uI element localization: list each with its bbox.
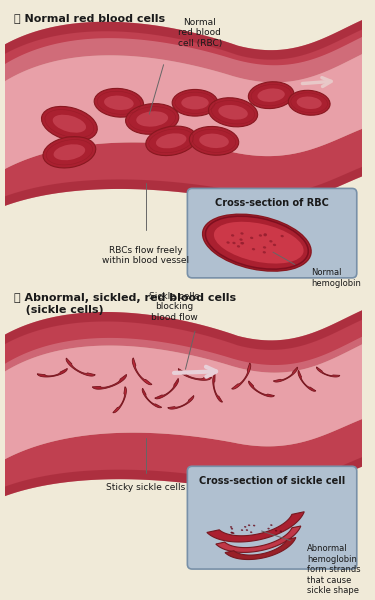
Polygon shape	[0, 305, 375, 385]
Ellipse shape	[288, 91, 330, 115]
Ellipse shape	[248, 524, 250, 526]
Ellipse shape	[244, 526, 246, 528]
Ellipse shape	[181, 96, 209, 109]
FancyBboxPatch shape	[188, 188, 357, 278]
Ellipse shape	[104, 95, 134, 110]
Polygon shape	[132, 358, 152, 385]
Ellipse shape	[264, 233, 267, 236]
Polygon shape	[0, 14, 375, 95]
Text: RBCs flow freely
within blood vessel: RBCs flow freely within blood vessel	[102, 245, 189, 265]
Ellipse shape	[172, 89, 218, 116]
Ellipse shape	[241, 242, 244, 244]
Polygon shape	[178, 368, 212, 380]
Ellipse shape	[240, 242, 244, 244]
Ellipse shape	[54, 144, 85, 160]
FancyBboxPatch shape	[188, 466, 357, 569]
Polygon shape	[155, 379, 178, 399]
Ellipse shape	[156, 133, 186, 148]
Ellipse shape	[253, 524, 255, 526]
Ellipse shape	[263, 234, 267, 236]
Ellipse shape	[240, 232, 244, 235]
Polygon shape	[168, 395, 194, 409]
Polygon shape	[0, 330, 375, 385]
Ellipse shape	[280, 235, 284, 238]
Ellipse shape	[136, 111, 168, 127]
Ellipse shape	[280, 530, 282, 532]
Ellipse shape	[269, 240, 273, 242]
Polygon shape	[232, 363, 251, 389]
Text: Normal
red blood
cell (RBC): Normal red blood cell (RBC)	[178, 18, 222, 47]
Ellipse shape	[259, 234, 262, 236]
Ellipse shape	[218, 105, 248, 119]
Ellipse shape	[252, 248, 255, 250]
Ellipse shape	[126, 104, 179, 134]
Ellipse shape	[231, 532, 233, 533]
Polygon shape	[298, 370, 316, 391]
Ellipse shape	[270, 524, 273, 526]
Polygon shape	[207, 512, 304, 542]
Ellipse shape	[232, 242, 236, 244]
Polygon shape	[316, 367, 340, 377]
Ellipse shape	[297, 97, 322, 109]
Text: Cross-section of RBC: Cross-section of RBC	[215, 198, 329, 208]
Polygon shape	[213, 374, 222, 402]
Polygon shape	[273, 367, 298, 382]
Ellipse shape	[230, 532, 233, 533]
Ellipse shape	[263, 246, 266, 248]
Ellipse shape	[250, 236, 254, 239]
Polygon shape	[92, 374, 126, 389]
Ellipse shape	[226, 241, 230, 244]
Polygon shape	[37, 368, 67, 377]
Polygon shape	[0, 452, 375, 505]
Text: Sticky sickle cells: Sticky sickle cells	[106, 484, 185, 493]
Polygon shape	[0, 414, 375, 505]
Ellipse shape	[189, 127, 239, 155]
Polygon shape	[0, 14, 375, 67]
Ellipse shape	[94, 88, 144, 117]
Ellipse shape	[262, 251, 266, 254]
Polygon shape	[0, 124, 375, 214]
Ellipse shape	[43, 137, 96, 168]
Text: Normal
hemoglobin: Normal hemoglobin	[311, 268, 361, 288]
Ellipse shape	[214, 222, 304, 263]
Ellipse shape	[230, 526, 232, 528]
Ellipse shape	[146, 126, 196, 155]
Text: Ⓐ Normal red blood cells: Ⓐ Normal red blood cells	[14, 13, 165, 23]
Ellipse shape	[42, 106, 97, 141]
Polygon shape	[113, 387, 126, 413]
Polygon shape	[142, 388, 162, 408]
Polygon shape	[225, 538, 296, 560]
Ellipse shape	[231, 528, 233, 530]
Ellipse shape	[250, 532, 252, 533]
Polygon shape	[249, 381, 274, 397]
Ellipse shape	[248, 82, 294, 109]
Polygon shape	[0, 338, 375, 471]
Ellipse shape	[258, 88, 285, 102]
Ellipse shape	[231, 234, 234, 236]
Text: Cross-section of sickle cell: Cross-section of sickle cell	[199, 476, 345, 486]
Polygon shape	[0, 162, 375, 214]
Ellipse shape	[275, 530, 277, 532]
Ellipse shape	[237, 245, 240, 248]
Ellipse shape	[53, 115, 86, 133]
Ellipse shape	[202, 214, 311, 271]
Polygon shape	[0, 305, 375, 357]
Polygon shape	[216, 526, 301, 553]
Text: Ⓑ Abnormal, sickled, red blood cells
   (sickle cells): Ⓑ Abnormal, sickled, red blood cells (si…	[14, 293, 236, 314]
Polygon shape	[0, 31, 375, 95]
Ellipse shape	[232, 532, 234, 534]
Ellipse shape	[209, 98, 258, 127]
Ellipse shape	[199, 134, 229, 148]
Ellipse shape	[239, 238, 243, 241]
Polygon shape	[66, 358, 95, 376]
Polygon shape	[0, 47, 375, 181]
Ellipse shape	[267, 528, 270, 529]
Ellipse shape	[246, 529, 248, 531]
Text: Sickle cells
blocking
blood flow: Sickle cells blocking blood flow	[149, 292, 199, 322]
Text: Abnormal
hemoglobin
form strands
that cause
sickle shape: Abnormal hemoglobin form strands that ca…	[307, 544, 361, 595]
Ellipse shape	[241, 529, 243, 531]
Ellipse shape	[273, 244, 276, 246]
